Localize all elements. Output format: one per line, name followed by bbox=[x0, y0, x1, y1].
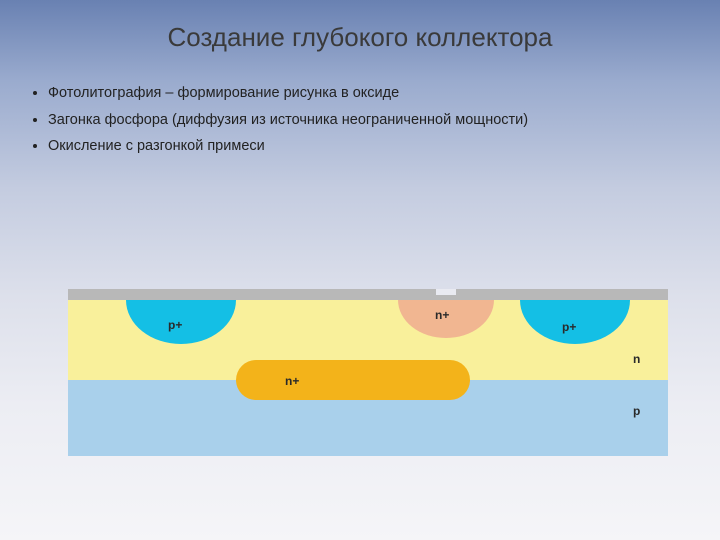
label-n: n bbox=[633, 352, 640, 366]
label-p: p bbox=[633, 404, 640, 418]
bullet-item: Загонка фосфора (диффузия из источника н… bbox=[48, 108, 680, 133]
bullet-list: Фотолитография – формирование рисунка в … bbox=[48, 81, 680, 159]
n-plus-diffusion bbox=[398, 262, 494, 338]
cross-section-diagram: p n n+ p+ p+ n+ bbox=[68, 272, 668, 456]
bullet-item: Окисление с разгонкой примеси bbox=[48, 134, 680, 159]
oxide-layer bbox=[68, 289, 668, 300]
label-n-plus-diff: n+ bbox=[435, 308, 449, 322]
label-p-plus-right: p+ bbox=[562, 320, 576, 334]
label-p-plus-left: p+ bbox=[168, 318, 182, 332]
bullet-item: Фотолитография – формирование рисунка в … bbox=[48, 81, 680, 106]
buried-n-plus bbox=[236, 360, 470, 400]
slide-title: Создание глубокого коллектора bbox=[0, 0, 720, 53]
label-buried-n-plus: n+ bbox=[285, 374, 299, 388]
oxide-notch bbox=[436, 289, 456, 295]
